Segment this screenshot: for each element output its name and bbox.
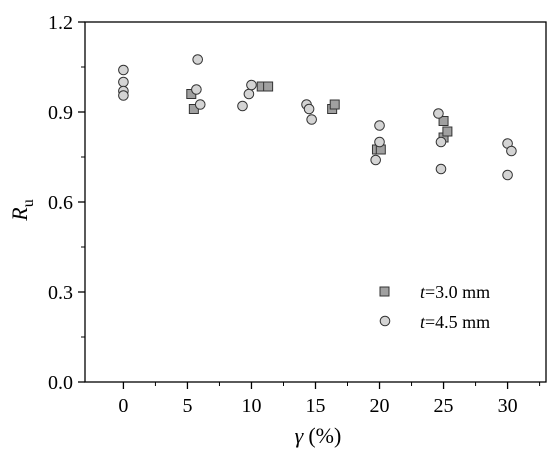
point-circle xyxy=(118,64,129,76)
point-circle xyxy=(435,163,447,175)
y-tick-label: 1.2 xyxy=(48,12,73,34)
x-tick-label: 0 xyxy=(118,395,128,417)
x-axis-title-unit: (%) xyxy=(308,423,341,448)
legend: t=3.0 mm t=4.5 mm xyxy=(379,282,490,332)
point-circle xyxy=(243,88,255,100)
y-tick-label: 0.9 xyxy=(48,102,73,124)
point-circle xyxy=(306,114,317,125)
legend-marker-square xyxy=(379,286,390,297)
x-tick-label: 15 xyxy=(306,395,326,417)
y-tick-label: 0.3 xyxy=(48,282,73,304)
legend-label-t45: t=4.5 mm xyxy=(420,312,490,332)
point-circle xyxy=(370,154,381,166)
point-square xyxy=(438,116,449,126)
y-axis-title: Ru xyxy=(7,199,37,221)
y-axis-title-subscript: u xyxy=(20,199,37,207)
point-circle xyxy=(374,120,385,131)
point-circle xyxy=(433,108,444,119)
point-square xyxy=(442,126,453,137)
legend-marker-circle xyxy=(379,315,391,327)
data-points xyxy=(118,54,517,181)
point-circle xyxy=(118,76,129,88)
point-circle xyxy=(192,54,203,65)
point-circle xyxy=(506,145,517,157)
point-circle xyxy=(435,136,447,148)
y-axis-title-main: R xyxy=(7,207,32,222)
x-tick-label: 30 xyxy=(498,395,518,417)
x-axis-title: γ (%) xyxy=(295,423,342,448)
point-circle xyxy=(237,100,248,112)
x-tick-label: 25 xyxy=(434,395,454,417)
x-tick-label: 20 xyxy=(370,395,390,417)
point-circle xyxy=(191,84,202,95)
axes: 0 5 10 15 20 25 30 0.0 0.3 0.6 0.9 1.2 xyxy=(48,12,547,417)
point-circle xyxy=(246,79,257,91)
point-square xyxy=(329,99,340,110)
point-circle xyxy=(303,103,315,115)
point-square xyxy=(263,81,274,92)
point-circle xyxy=(118,90,129,101)
point-circle xyxy=(194,99,206,110)
x-tick-label: 5 xyxy=(182,395,192,417)
y-tick-label: 0.0 xyxy=(48,372,73,394)
y-tick-label: 0.6 xyxy=(48,192,73,214)
point-circle xyxy=(374,136,385,148)
x-tick-label: 10 xyxy=(241,395,261,417)
point-circle xyxy=(502,169,513,181)
legend-label-t3: t=3.0 mm xyxy=(420,282,490,302)
x-axis-title-symbol: γ xyxy=(295,423,305,448)
